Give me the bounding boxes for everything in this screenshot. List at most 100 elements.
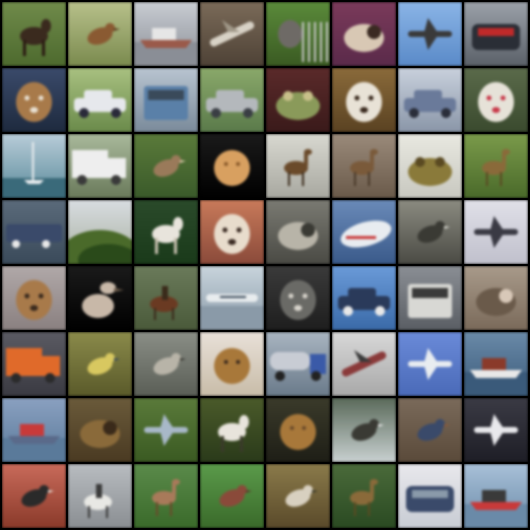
subject-dog bbox=[16, 280, 52, 320]
thumbnail-frog bbox=[266, 68, 330, 132]
image-tile-cat bbox=[266, 266, 330, 330]
thumbnail-frog bbox=[398, 134, 462, 198]
subject-dog bbox=[16, 82, 52, 122]
thumbnail-cat bbox=[464, 266, 528, 330]
image-tile-truck bbox=[2, 332, 66, 396]
thumbnail-airplane bbox=[398, 2, 462, 66]
image-tile-dog bbox=[134, 200, 198, 264]
thumbnail-bird bbox=[200, 464, 264, 528]
image-tile-cat bbox=[266, 2, 330, 66]
thumbnail-bird bbox=[68, 266, 132, 330]
subject-dog bbox=[214, 150, 250, 186]
thumbnail-ship bbox=[464, 332, 528, 396]
image-tile-frog bbox=[266, 68, 330, 132]
image-tile-cat bbox=[332, 2, 396, 66]
thumbnail-airplane bbox=[332, 200, 396, 264]
image-tile-airplane bbox=[134, 398, 198, 462]
image-tile-dog bbox=[200, 332, 264, 396]
thumbnail-cat bbox=[332, 2, 396, 66]
image-tile-airplane bbox=[200, 2, 264, 66]
thumbnail-deer bbox=[266, 134, 330, 198]
image-tile-dog bbox=[332, 68, 396, 132]
image-tile-ship bbox=[464, 332, 528, 396]
image-tile-bird bbox=[2, 464, 66, 528]
subject-dog bbox=[214, 214, 250, 254]
thumbnail-airplane bbox=[200, 2, 264, 66]
image-tile-cat bbox=[266, 398, 330, 462]
image-tile-automobile bbox=[68, 68, 132, 132]
image-tile-bird bbox=[68, 2, 132, 66]
thumbnail-dog bbox=[134, 200, 198, 264]
thumbnail-truck bbox=[134, 68, 198, 132]
thumbnail-automobile bbox=[68, 68, 132, 132]
thumbnail-truck bbox=[2, 200, 66, 264]
subject-airplane bbox=[200, 294, 264, 330]
subject-truck bbox=[408, 284, 452, 318]
thumbnail-truck bbox=[266, 332, 330, 396]
image-tile-automobile bbox=[398, 464, 462, 528]
image-tile-bird bbox=[200, 464, 264, 528]
image-tile-cat bbox=[464, 68, 528, 132]
subject-cat bbox=[280, 414, 316, 450]
thumbnail-deer bbox=[332, 464, 396, 528]
thumbnail-cat bbox=[266, 2, 330, 66]
thumbnail-bird bbox=[398, 200, 462, 264]
image-tile-airplane bbox=[332, 332, 396, 396]
subject-dog bbox=[346, 82, 382, 122]
thumbnail-airplane bbox=[332, 332, 396, 396]
thumbnail-ship bbox=[2, 134, 66, 198]
image-tile-airplane bbox=[398, 2, 462, 66]
image-tile-ship bbox=[2, 398, 66, 462]
thumbnail-horse bbox=[68, 464, 132, 528]
image-tile-horse bbox=[134, 266, 198, 330]
thumbnail-cat bbox=[266, 266, 330, 330]
image-tile-automobile bbox=[398, 68, 462, 132]
thumbnail-bird bbox=[134, 134, 198, 198]
thumbnail-horse bbox=[2, 2, 66, 66]
subject-cat bbox=[476, 288, 516, 316]
thumbnail-airplane bbox=[464, 200, 528, 264]
subject-automobile bbox=[472, 24, 520, 50]
thumbnail-truck bbox=[68, 134, 132, 198]
image-tile-airplane bbox=[398, 332, 462, 396]
image-tile-horse bbox=[68, 464, 132, 528]
image-tile-automobile bbox=[464, 2, 528, 66]
image-tile-ship bbox=[2, 134, 66, 198]
image-tile-frog bbox=[398, 134, 462, 198]
thumbnail-bird bbox=[134, 332, 198, 396]
thumbnail-airplane bbox=[398, 332, 462, 396]
image-tile-dog bbox=[200, 134, 264, 198]
image-tile-bird bbox=[398, 398, 462, 462]
thumbnail-automobile bbox=[398, 68, 462, 132]
thumbnail-bird bbox=[266, 464, 330, 528]
thumbnail-automobile bbox=[398, 464, 462, 528]
image-tile-deer bbox=[332, 464, 396, 528]
thumbnail-ship bbox=[134, 2, 198, 66]
thumbnail-horse bbox=[134, 266, 198, 330]
image-tile-horse bbox=[2, 2, 66, 66]
thumbnail-bird bbox=[398, 398, 462, 462]
thumbnail-bird bbox=[68, 332, 132, 396]
image-tile-deer bbox=[266, 134, 330, 198]
subject-automobile bbox=[406, 486, 454, 512]
subject-cat bbox=[80, 420, 120, 448]
image-tile-bird bbox=[68, 266, 132, 330]
thumbnail-dog bbox=[200, 200, 264, 264]
thumbnail-automobile bbox=[464, 2, 528, 66]
image-tile-airplane bbox=[200, 266, 264, 330]
thumbnail-dog bbox=[332, 68, 396, 132]
thumbnail-automobile bbox=[200, 68, 264, 132]
thumbnail-automobile bbox=[332, 266, 396, 330]
image-tile-dog bbox=[2, 266, 66, 330]
thumbnail-airplane bbox=[464, 398, 528, 462]
thumbnail-cat bbox=[68, 398, 132, 462]
thumbnail-dog bbox=[200, 332, 264, 396]
thumbnail-cat bbox=[266, 398, 330, 462]
image-tile-bird bbox=[398, 200, 462, 264]
subject-truck bbox=[144, 86, 188, 120]
image-tile-truck bbox=[398, 266, 462, 330]
image-tile-automobile bbox=[332, 266, 396, 330]
image-tile-airplane bbox=[464, 200, 528, 264]
image-tile-bird bbox=[134, 332, 198, 396]
subject-cat bbox=[280, 280, 316, 320]
